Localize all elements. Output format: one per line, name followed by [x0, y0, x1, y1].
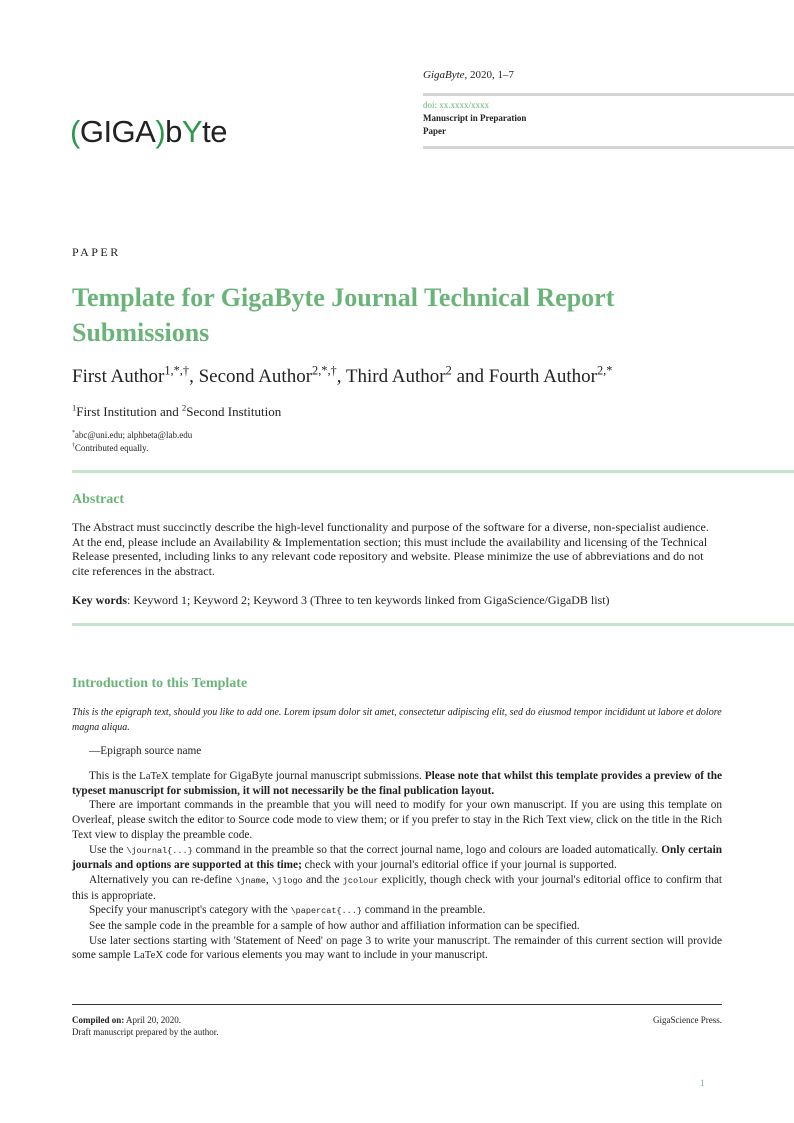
- intro-body: This is the LaTeX template for GigaByte …: [72, 769, 722, 963]
- paragraph: There are important commands in the prea…: [72, 799, 722, 841]
- paragraph: Use later sections starting with 'Statem…: [72, 934, 722, 962]
- abstract-rule-bottom: [72, 623, 794, 626]
- citation-text: , 2020, 1–7: [464, 69, 515, 81]
- equal-contribution-note: †Contributed equally.: [72, 443, 149, 453]
- header-rule-top: [423, 93, 794, 96]
- abstract-text: The Abstract must succinctly describe th…: [72, 520, 709, 579]
- paper-label: PAPER: [72, 245, 121, 259]
- paragraph: See the sample code in the preamble for …: [89, 920, 580, 933]
- author-list: First Author1,*,†, Second Author2,*,†, T…: [72, 363, 613, 388]
- author: Second Author2,*,†,: [198, 363, 346, 387]
- publisher: GigaScience Press.: [653, 1015, 722, 1025]
- author: Fourth Author2,*: [488, 363, 613, 387]
- paper-title: Template for GigaByte Journal Technical …: [72, 283, 615, 347]
- footer-rule: [72, 1004, 722, 1005]
- epigraph-source: —Epigraph source name: [89, 745, 202, 757]
- manuscript-category: Paper: [423, 126, 446, 136]
- affiliations: 1First Institution and 2Second Instituti…: [72, 402, 282, 419]
- journal-citation: GigaByte, 2020, 1–7: [423, 69, 514, 81]
- author: First Author1,*,†,: [72, 363, 199, 387]
- paragraph: This is the LaTeX template for GigaByte …: [72, 770, 722, 797]
- paragraph: Alternatively you can re-define \jname, …: [72, 873, 722, 902]
- draft-note: Draft manuscript prepared by the author.: [72, 1027, 219, 1037]
- epigraph: This is the epigraph text, should you li…: [72, 707, 722, 733]
- manuscript-status: Manuscript in Preparation: [423, 113, 527, 123]
- doi[interactable]: doi: xx.xxxx/xxxx: [423, 100, 490, 110]
- page-number: 1: [700, 1078, 705, 1088]
- gigabyte-logo: (GIGA)bYte: [70, 114, 227, 149]
- abstract-heading: Abstract: [72, 492, 125, 507]
- intro-heading: Introduction to this Template: [72, 676, 248, 691]
- author: Third Author2 and: [345, 363, 489, 387]
- compiled-date: Compiled on: April 20, 2020.: [72, 1015, 182, 1025]
- paragraph: Use the \journal{...} command in the pre…: [72, 843, 722, 872]
- abstract-rule-top: [72, 470, 794, 473]
- paragraph: Specify your manuscript's category with …: [89, 904, 486, 917]
- header-rule-bottom: [423, 146, 794, 149]
- correspondence-emails: *abc@uni.edu; alphbeta@lab.edu: [72, 430, 193, 440]
- keywords: Key words: Keyword 1; Keyword 2; Keyword…: [72, 593, 610, 607]
- journal-name: GigaByte: [423, 69, 465, 81]
